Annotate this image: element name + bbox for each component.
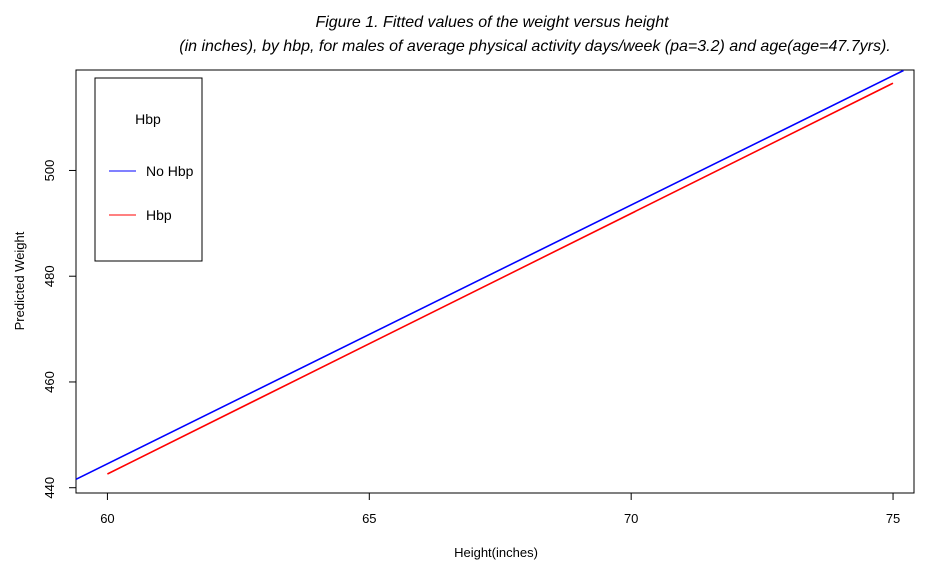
series-line-hbp <box>107 82 894 475</box>
x-tick-label: 60 <box>100 511 114 526</box>
legend-label-hbp: Hbp <box>146 207 172 223</box>
x-tick-label: 65 <box>362 511 376 526</box>
x-axis-label: Height(inches) <box>454 545 538 560</box>
y-tick-label: 480 <box>42 265 57 287</box>
legend-box <box>94 77 203 262</box>
legend-label-no-hbp: No Hbp <box>146 163 194 179</box>
y-axis: 440 460 480 500 <box>42 160 76 499</box>
y-axis-label: Predicted Weight <box>12 231 27 330</box>
series-layer <box>75 69 904 481</box>
plot-area <box>75 69 915 494</box>
x-tick-label: 75 <box>886 511 900 526</box>
chart-title: Figure 1. Fitted values of the weight ve… <box>315 14 669 31</box>
y-tick-label: 500 <box>42 160 57 182</box>
series-line-no-hbp <box>75 69 904 481</box>
legend-title: Hbp <box>135 111 161 127</box>
chart-subtitle: (in inches), by hbp, for males of averag… <box>179 38 890 55</box>
x-axis: 60 65 70 75 <box>100 493 900 526</box>
y-tick-label: 440 <box>42 477 57 499</box>
y-tick-label: 460 <box>42 371 57 393</box>
x-tick-label: 70 <box>624 511 638 526</box>
legend: Hbp No Hbp Hbp <box>94 77 203 262</box>
